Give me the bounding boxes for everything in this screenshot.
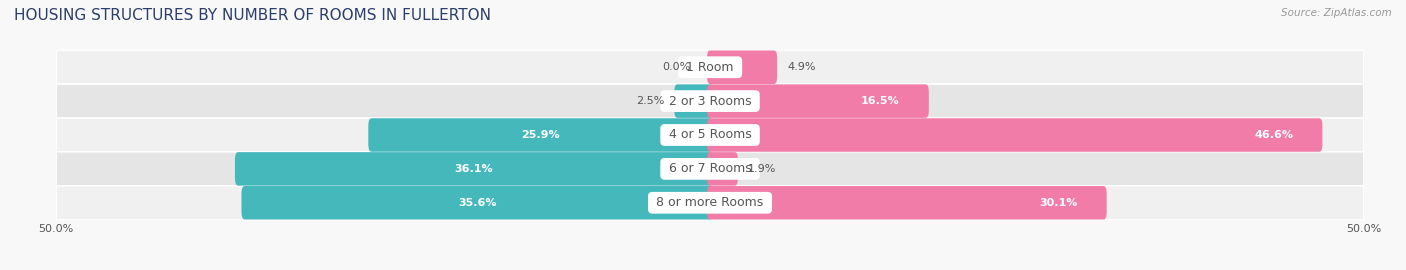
FancyBboxPatch shape [707, 152, 738, 185]
Text: 4.9%: 4.9% [787, 62, 815, 72]
FancyBboxPatch shape [242, 186, 713, 220]
FancyBboxPatch shape [707, 85, 929, 118]
Text: 36.1%: 36.1% [454, 164, 494, 174]
FancyBboxPatch shape [707, 118, 1323, 152]
FancyBboxPatch shape [56, 152, 1364, 186]
Text: 30.1%: 30.1% [1039, 198, 1077, 208]
Text: 35.6%: 35.6% [458, 198, 496, 208]
Text: 8 or more Rooms: 8 or more Rooms [652, 196, 768, 209]
Text: 1.9%: 1.9% [748, 164, 776, 174]
FancyBboxPatch shape [56, 84, 1364, 118]
FancyBboxPatch shape [56, 50, 1364, 84]
Text: 25.9%: 25.9% [522, 130, 560, 140]
Text: 6 or 7 Rooms: 6 or 7 Rooms [665, 162, 755, 176]
Text: 0.0%: 0.0% [662, 62, 690, 72]
FancyBboxPatch shape [235, 152, 713, 185]
Text: 2.5%: 2.5% [636, 96, 664, 106]
Text: HOUSING STRUCTURES BY NUMBER OF ROOMS IN FULLERTON: HOUSING STRUCTURES BY NUMBER OF ROOMS IN… [14, 8, 491, 23]
Text: 4 or 5 Rooms: 4 or 5 Rooms [665, 129, 755, 141]
Text: 2 or 3 Rooms: 2 or 3 Rooms [665, 94, 755, 108]
FancyBboxPatch shape [368, 118, 713, 152]
FancyBboxPatch shape [707, 50, 778, 84]
FancyBboxPatch shape [675, 85, 713, 118]
Text: 16.5%: 16.5% [860, 96, 900, 106]
FancyBboxPatch shape [56, 186, 1364, 220]
Text: 1 Room: 1 Room [682, 61, 738, 74]
Text: Source: ZipAtlas.com: Source: ZipAtlas.com [1281, 8, 1392, 18]
FancyBboxPatch shape [707, 186, 1107, 220]
Text: 46.6%: 46.6% [1254, 130, 1294, 140]
FancyBboxPatch shape [56, 118, 1364, 152]
